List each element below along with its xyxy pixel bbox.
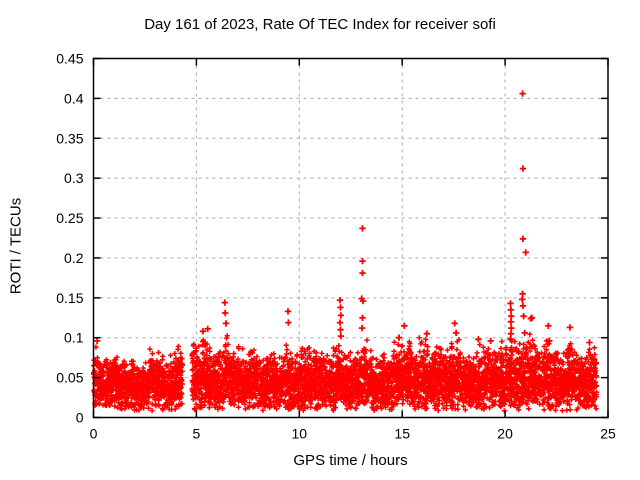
y-tick-label: 0	[76, 410, 84, 426]
chart-title: Day 161 of 2023, Rate Of TEC Index for r…	[144, 16, 496, 33]
outlier-points	[94, 90, 593, 346]
plot-border	[92, 57, 609, 419]
y-tick-label: 0.15	[56, 290, 83, 306]
y-tick-label: 0.25	[56, 210, 83, 226]
x-axis-label: GPS time / hours	[293, 452, 408, 469]
y-tick-label: 0.3	[64, 170, 84, 186]
x-tick-label: 15	[394, 426, 410, 442]
y-tick-label: 0.4	[64, 90, 84, 106]
x-tick-label: 20	[497, 426, 513, 442]
x-tick-label: 5	[193, 426, 201, 442]
x-tick-label: 25	[600, 426, 616, 442]
y-tick-label: 0.05	[56, 370, 83, 386]
y-tick-label: 0.1	[64, 330, 84, 346]
x-tick-label: 0	[90, 426, 98, 442]
y-tick-label: 0.35	[56, 130, 83, 146]
scatter-points	[90, 331, 600, 414]
y-tick-label: 0.2	[64, 250, 84, 266]
x-tick-label: 10	[292, 426, 308, 442]
y-tick-label: 0.45	[56, 51, 83, 67]
